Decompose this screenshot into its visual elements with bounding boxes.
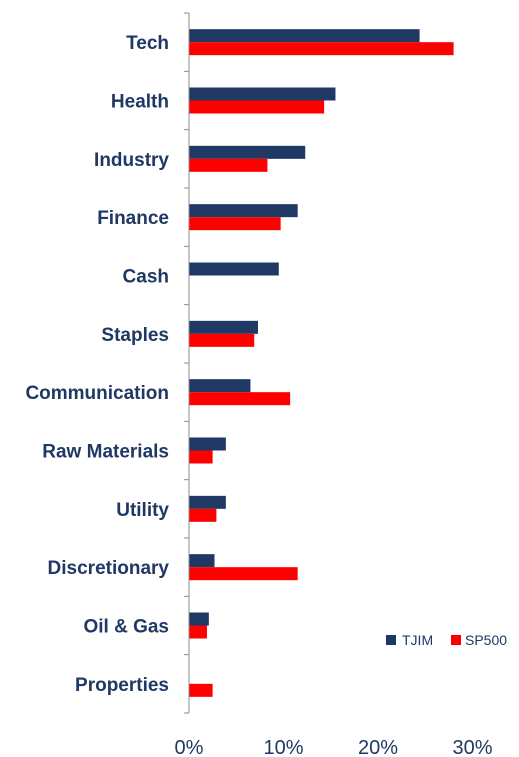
bar-sp500-staples bbox=[189, 333, 255, 347]
category-label-discretionary: Discretionary bbox=[48, 558, 170, 579]
bar-sp500-properties bbox=[189, 683, 213, 697]
bar-sp500-oil-and-gas bbox=[189, 625, 207, 639]
bar-tjim-discretionary bbox=[189, 554, 215, 568]
x-tick-label: 20% bbox=[358, 737, 398, 757]
category-label-communication: Communication bbox=[25, 383, 169, 404]
category-label-staples: Staples bbox=[101, 325, 169, 346]
bar-sp500-raw-materials bbox=[189, 450, 213, 464]
bar-tjim-communication bbox=[189, 379, 251, 393]
bars bbox=[189, 29, 454, 697]
bar-tjim-raw-materials bbox=[189, 437, 226, 451]
bar-sp500-finance bbox=[189, 217, 281, 231]
bar-tjim-tech bbox=[189, 29, 420, 43]
category-label-finance: Finance bbox=[97, 208, 169, 229]
x-tick-labels: 0% 10% 20% 30% bbox=[175, 737, 493, 757]
bar-sp500-communication bbox=[189, 392, 291, 406]
x-tick-label: 30% bbox=[452, 737, 492, 757]
category-label-tech: Tech bbox=[126, 33, 169, 54]
legend-label-sp500: SP500 bbox=[465, 632, 507, 648]
bar-tjim-cash bbox=[189, 262, 279, 276]
x-tick-label: 10% bbox=[263, 737, 303, 757]
category-label-utility: Utility bbox=[116, 500, 169, 521]
category-label-cash: Cash bbox=[123, 267, 169, 288]
bar-sp500-discretionary bbox=[189, 567, 298, 581]
bar-sp500-tech bbox=[189, 42, 454, 56]
bar-sp500-utility bbox=[189, 508, 217, 522]
bar-tjim-oil-and-gas bbox=[189, 612, 209, 626]
category-label-health: Health bbox=[111, 92, 169, 113]
bar-sp500-health bbox=[189, 100, 325, 114]
category-label-industry: Industry bbox=[94, 150, 169, 171]
bar-tjim-staples bbox=[189, 320, 258, 334]
legend: TJIM SP500 bbox=[386, 632, 507, 648]
y-axis bbox=[184, 12, 190, 714]
legend-swatch-tjim bbox=[386, 635, 396, 645]
category-label-oil-and-gas: Oil & Gas bbox=[83, 617, 169, 638]
bar-tjim-industry bbox=[189, 145, 306, 159]
category-label-raw-materials: Raw Materials bbox=[42, 442, 169, 463]
category-label-properties: Properties bbox=[75, 675, 169, 696]
bar-tjim-utility bbox=[189, 495, 226, 509]
bar-sp500-industry bbox=[189, 158, 268, 172]
legend-swatch-sp500 bbox=[451, 635, 461, 645]
x-tick-label: 0% bbox=[175, 737, 204, 757]
bar-tjim-finance bbox=[189, 204, 298, 218]
legend-label-tjim: TJIM bbox=[402, 632, 433, 648]
category-labels: Tech Health Industry Finance Cash Staples Comm… bbox=[25, 33, 169, 696]
bar-tjim-health bbox=[189, 87, 336, 101]
